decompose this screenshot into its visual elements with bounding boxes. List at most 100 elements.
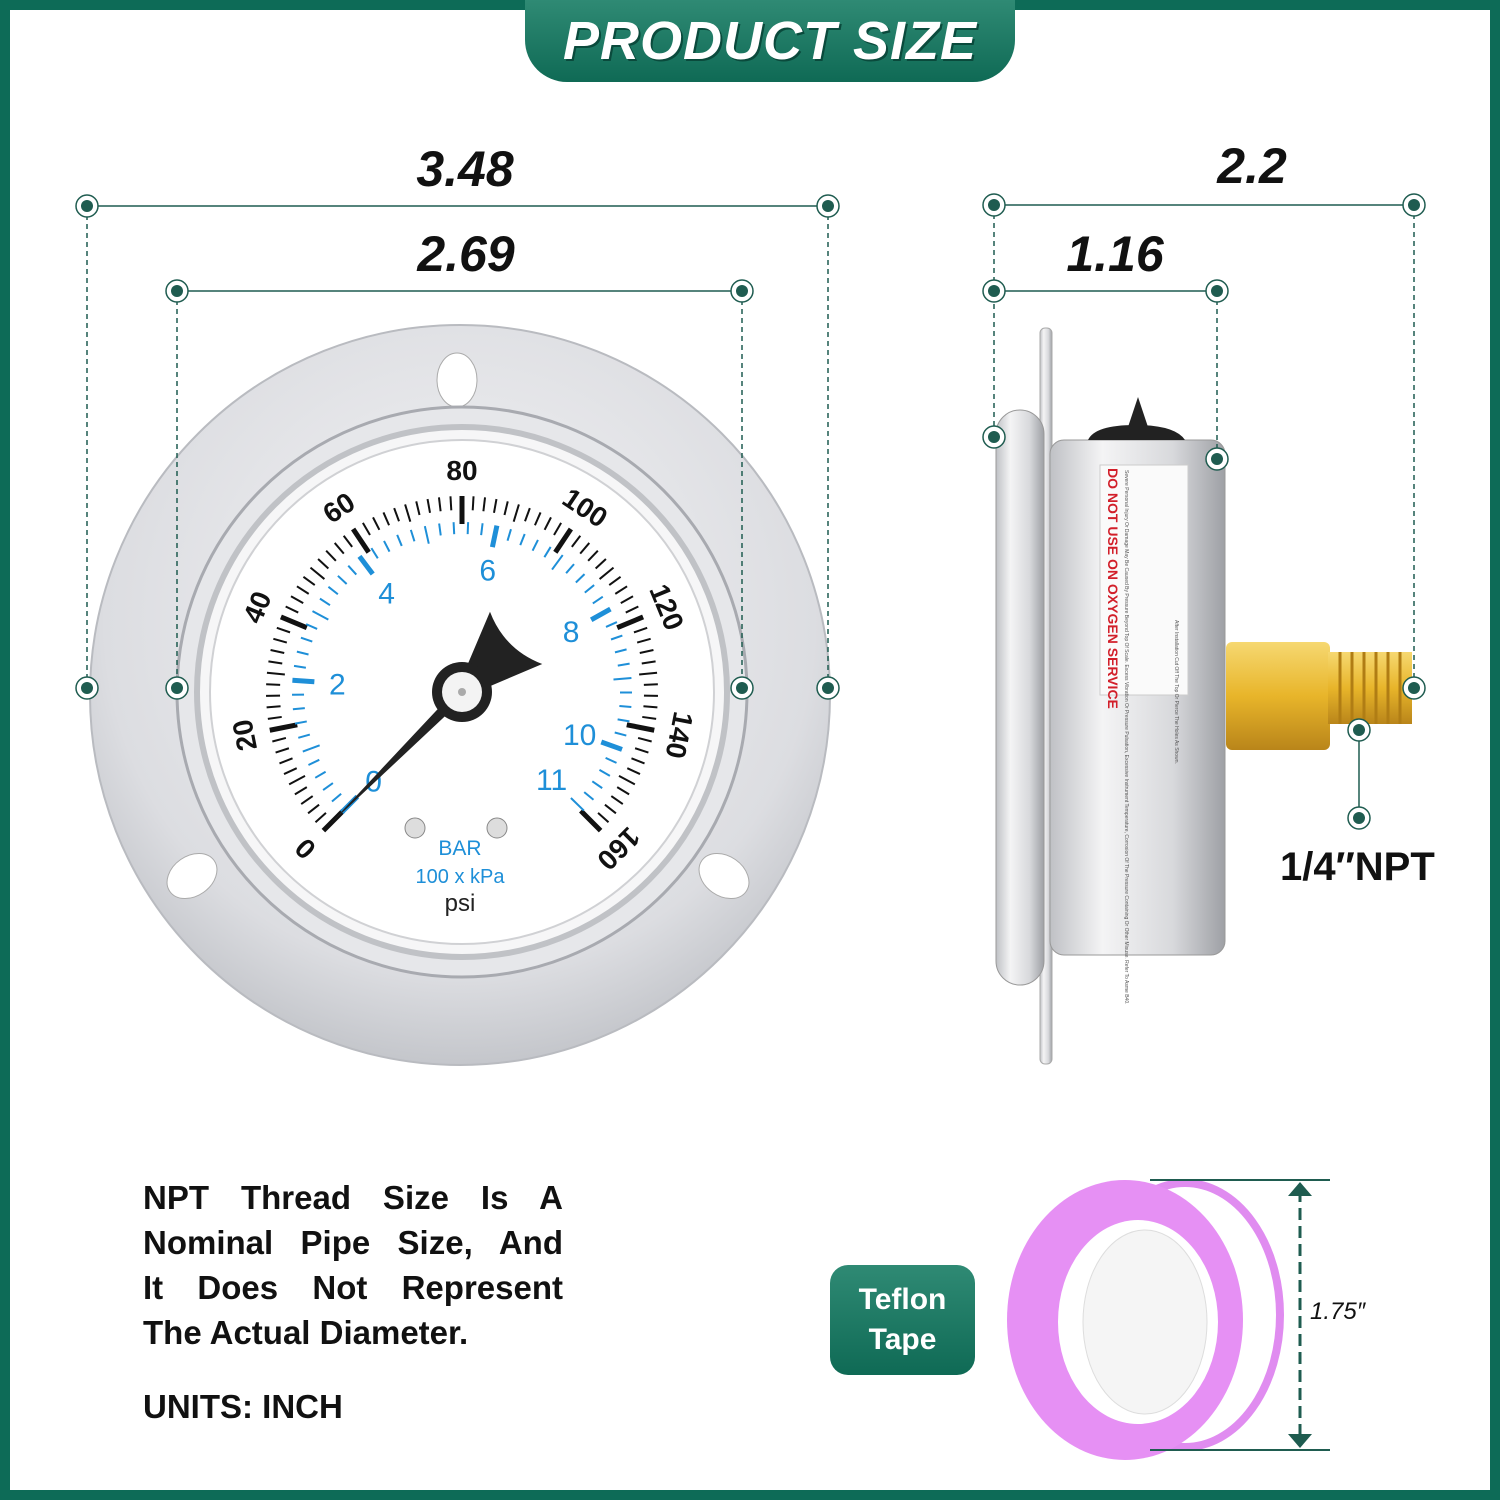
note-line: The Actual Diameter. [143, 1314, 469, 1351]
psi-tick [393, 507, 400, 522]
dimension-dot [1353, 724, 1365, 736]
psi-tick [587, 550, 599, 562]
dimension-dots [75, 193, 1426, 830]
bar-tick [613, 677, 632, 681]
psi-tick [625, 605, 639, 614]
dim-side-body: 1.16 [1066, 226, 1164, 282]
dimension-dot [171, 285, 183, 297]
bar-tick [589, 606, 612, 622]
bar-tick [308, 758, 320, 766]
bar-tick [409, 529, 416, 542]
thread-lines [1338, 652, 1402, 724]
dimension-dot [1408, 199, 1420, 211]
bar-tick [575, 573, 586, 584]
psi-tick [597, 812, 610, 823]
dimension-dot [1353, 812, 1365, 824]
psi-tick [426, 498, 431, 514]
psi-tick [626, 767, 641, 775]
psi-tick [290, 595, 304, 604]
gauge-needle [327, 611, 543, 827]
bar-label: 2 [329, 668, 346, 701]
bar-tick [584, 584, 595, 594]
dimension-lines [86, 204, 1415, 818]
psi-tick [449, 496, 453, 511]
psi-tick [268, 660, 283, 665]
psi-tick [639, 649, 654, 654]
bar-tick [591, 780, 603, 789]
bar-tick [489, 525, 500, 548]
psi-tick [594, 558, 607, 570]
bar-tick [314, 770, 327, 779]
header-title: PRODUCT SIZE [562, 11, 978, 71]
bar-tick [600, 739, 623, 752]
psi-tick [553, 522, 562, 536]
psi-label: 20 [227, 717, 263, 754]
bar-tick [598, 769, 611, 777]
psi-tick [404, 504, 412, 522]
teflon-line2: Tape [868, 1323, 937, 1356]
bar-tick [347, 564, 358, 576]
psi-tick [317, 558, 330, 570]
bar-tick [293, 664, 307, 669]
bar-tick [305, 623, 318, 630]
bar-tick [292, 677, 315, 685]
psi-tick [614, 585, 628, 595]
bar-tick [292, 707, 305, 711]
dimension-dot [81, 200, 93, 212]
bar-tick [331, 793, 342, 803]
psi-tick [610, 795, 624, 805]
thread-size-label: 1/4″NPT [1280, 845, 1435, 889]
psi-tick [283, 767, 298, 775]
psi-tick [309, 566, 326, 580]
psi-tick [276, 626, 291, 634]
dim-front-dial: 2.69 [417, 226, 515, 282]
dimension-dot [171, 682, 183, 694]
bar-tick [565, 563, 575, 574]
bar-label: 6 [479, 555, 496, 588]
psi-tick [634, 747, 649, 754]
needle-pin [458, 688, 466, 696]
psi-tick [571, 535, 582, 548]
psi-tick [643, 683, 658, 686]
bar-tick [543, 546, 552, 558]
needle-pointer [327, 611, 543, 827]
psi-tick [618, 775, 636, 786]
psi-tick [616, 614, 645, 631]
bar-tick [312, 610, 329, 621]
bar-tick [423, 525, 430, 544]
dimension-dot [81, 682, 93, 694]
psi-tick [266, 683, 281, 686]
screw-icon [486, 817, 508, 839]
psi-tick [362, 522, 371, 536]
bar-tick [506, 528, 512, 541]
psi-tick [616, 786, 630, 796]
bar-tick [327, 586, 339, 596]
psi-tick [637, 736, 652, 743]
side-warning-label [1099, 464, 1189, 696]
oxygen-warning: DO NOT USE ON OXYGEN SERVICE [1105, 468, 1121, 709]
psi-tick [641, 660, 656, 665]
bar-tick [614, 731, 627, 737]
psi-tick [534, 512, 542, 526]
dimension-dot [736, 682, 748, 694]
dimension-dot [988, 285, 1000, 297]
tape-size-label: 1.75″ [1310, 1298, 1366, 1325]
screw-icon [404, 817, 426, 839]
psi-tick [372, 516, 381, 531]
bar-tick [452, 522, 456, 535]
bar-tick [370, 547, 379, 559]
psi-label: 80 [446, 455, 477, 486]
psi-tick [351, 527, 371, 554]
gauge-side-view: DO NOT USE ON OXYGEN SERVICE Severe Pers… [995, 327, 1412, 1065]
psi-tick [270, 649, 285, 654]
bar-tick [319, 597, 331, 607]
bar-label: 4 [378, 577, 395, 610]
psi-tick [273, 637, 288, 644]
note-line: NPT Thread Size Is A [143, 1179, 563, 1216]
label-install-note: After Installation Cut Off The Top Or Pi… [1173, 620, 1179, 764]
bar-tick [617, 718, 630, 723]
psi-tick [272, 736, 287, 743]
psi-tick [543, 516, 552, 531]
bar-tick [298, 733, 311, 739]
